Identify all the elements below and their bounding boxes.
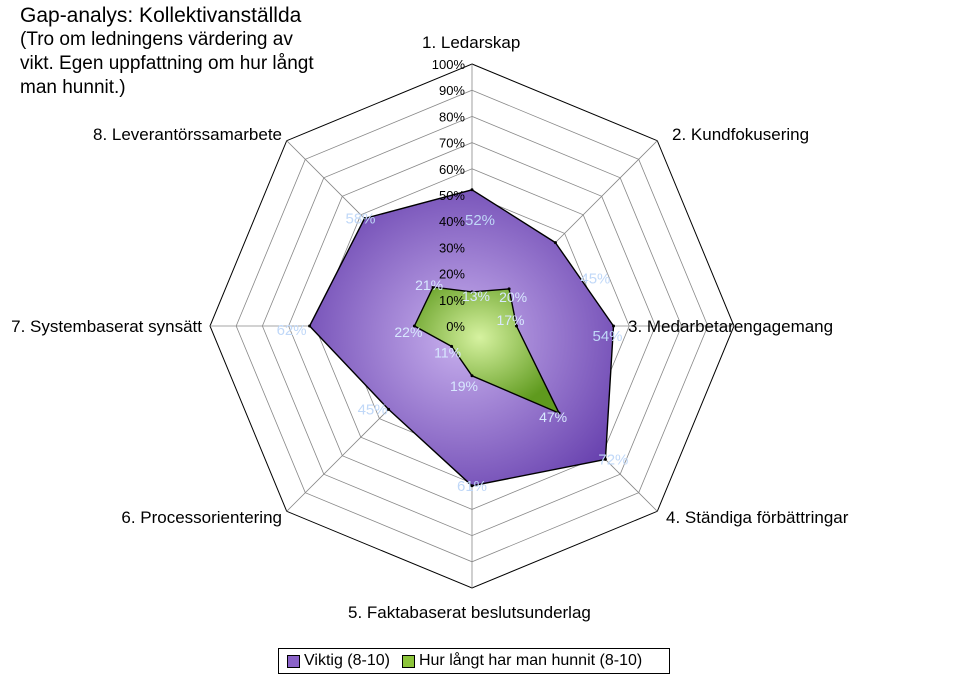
chart-subtitle: (Tro om ledningens värdering av vikt. Eg… <box>20 29 314 98</box>
category-label-4: 5. Faktabaserat beslutsunderlag <box>348 603 591 622</box>
legend-swatch-series-0 <box>287 654 300 668</box>
tick-label-6: 60% <box>439 162 465 177</box>
tick-label-3: 30% <box>439 240 465 255</box>
series-0-point-0 <box>470 188 474 192</box>
legend-item-series-0: Viktig (8-10) <box>287 652 390 670</box>
series-0-value-label-2: 54% <box>592 328 622 345</box>
series-0-point-3 <box>603 457 607 461</box>
series-0-value-label-6: 62% <box>277 322 307 339</box>
series-0-value-label-7: 58% <box>345 211 375 228</box>
category-label-3: 4. Ständiga förbättringar <box>666 508 849 527</box>
chart-title: Gap-analys: Kollektivanställda <box>20 4 302 27</box>
series-1-value-label-3: 47% <box>539 409 567 425</box>
legend-label-series-0: Viktig (8-10) <box>304 652 390 669</box>
series-1-point-7 <box>431 285 435 289</box>
series-1-point-4 <box>470 374 474 378</box>
category-label-0: 1. Ledarskap <box>422 33 520 52</box>
series-1-point-5 <box>450 344 454 348</box>
legend-swatch-series-1 <box>401 654 415 668</box>
title-block: Gap-analys: Kollektivanställda (Tro om l… <box>20 4 400 100</box>
series-0-point-7 <box>363 217 366 220</box>
radar-value-labels: 52% 45% 54% 72% 61% 45% 62% 58% 13% 20% 17% 47% 19% 1… <box>277 211 629 495</box>
series-0-point-6 <box>308 324 312 328</box>
series-1-point-1 <box>507 287 511 291</box>
radar-category-labels: 1. Ledarskap 2. Kundfokusering 3. Medarbet… <box>11 33 849 622</box>
series-1-value-label-5: 11% <box>434 344 461 360</box>
series-1-value-label-1: 20% <box>499 289 527 305</box>
series-1-value-label-4: 19% <box>450 378 478 394</box>
series-1-value-label-0: 13% <box>462 288 490 304</box>
series-0-point-1 <box>553 241 557 245</box>
category-label-7: 8. Leverantörssamarbete <box>93 125 282 144</box>
series-0-value-label-5: 45% <box>358 401 388 418</box>
series-1-point-0 <box>470 290 474 294</box>
series-1-point-2 <box>515 324 518 328</box>
series-1-value-label-7: 21% <box>415 277 443 293</box>
tick-label-5: 50% <box>439 188 465 203</box>
series-0-value-label-4: 61% <box>457 478 487 495</box>
legend: Viktig (8-10) Hur långt har man hunnit (… <box>278 648 670 674</box>
series-0-point-4 <box>470 484 474 488</box>
legend-item-series-1: Hur långt har man hunnit (8-10) <box>401 652 643 670</box>
series-1-point-3 <box>557 411 561 415</box>
tick-label-7: 70% <box>439 136 465 151</box>
legend-label-series-1: Hur långt har man hunnit (8-10) <box>418 652 643 669</box>
series-0-point-5 <box>387 407 391 411</box>
series-0-value-label-3: 72% <box>598 451 628 468</box>
tick-label-0: 0% <box>446 319 465 334</box>
series-1-point-6 <box>412 324 416 328</box>
series-0-point-2 <box>612 324 615 328</box>
category-label-6: 7. Systembaserat synsätt <box>11 317 202 336</box>
series-1-value-label-2: 17% <box>496 312 524 328</box>
tick-label-8: 80% <box>439 109 465 124</box>
tick-label-2: 20% <box>439 267 465 282</box>
radar-ticks: 0% 10% 20% 30% 40% 50% 60% 70% 80% 90% 100% <box>432 57 466 334</box>
category-label-1: 2. Kundfokusering <box>672 125 809 144</box>
tick-label-1: 10% <box>439 293 465 308</box>
tick-label-4: 40% <box>439 214 465 229</box>
category-label-5: 6. Processorientering <box>121 508 282 527</box>
category-label-2: 3. Medarbetarengagemang <box>628 317 833 336</box>
series-0-value-label-1: 45% <box>580 271 610 288</box>
radar-series <box>308 188 615 488</box>
tick-label-10: 100% <box>432 57 466 72</box>
tick-label-9: 90% <box>439 83 465 98</box>
series-1-value-label-6: 22% <box>394 324 422 340</box>
series-0-value-label-0: 52% <box>465 212 495 229</box>
